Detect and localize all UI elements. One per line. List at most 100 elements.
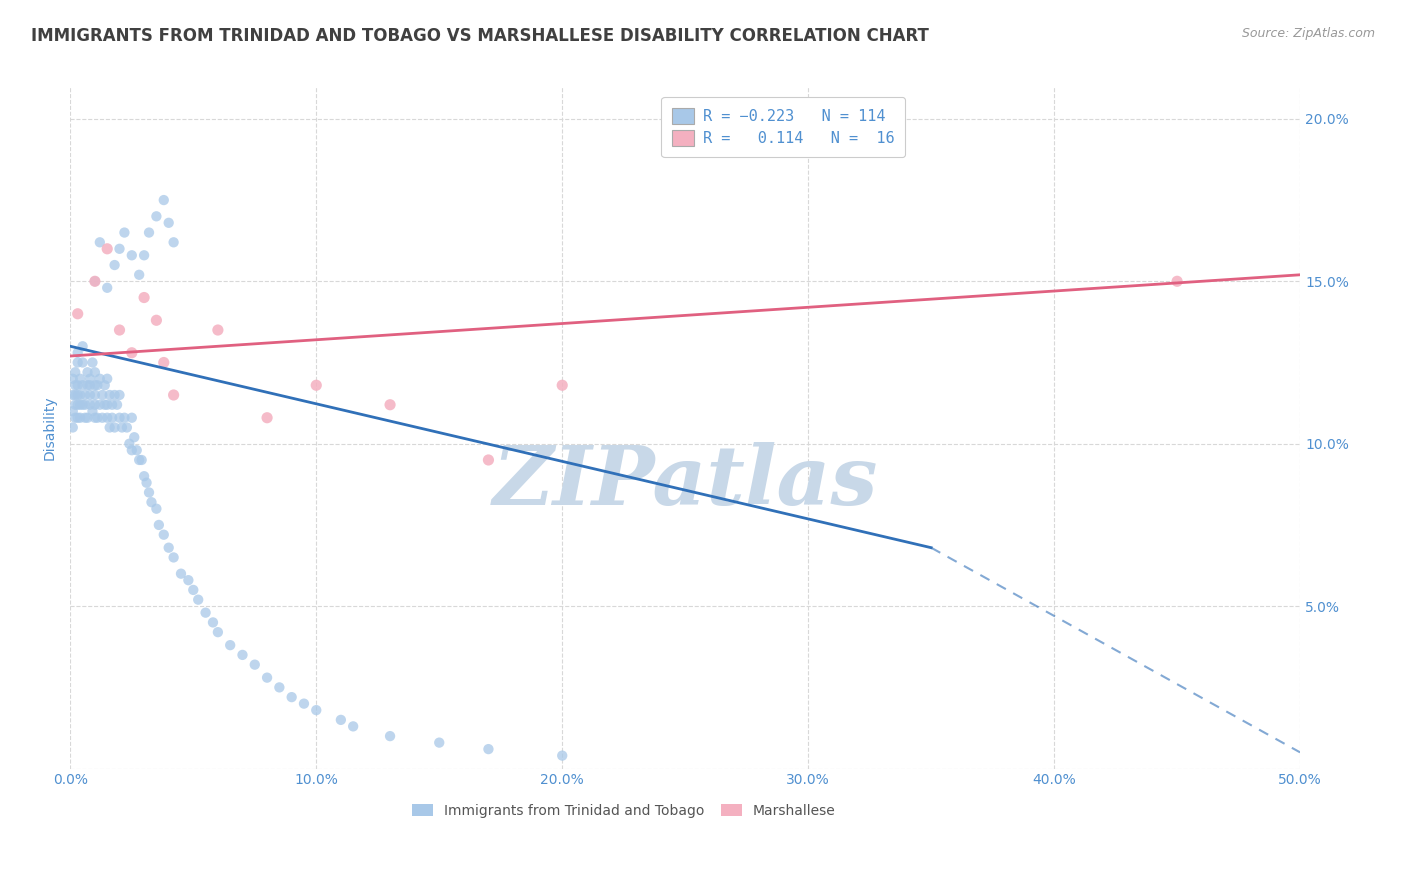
Point <box>152 355 174 369</box>
Point <box>135 475 157 490</box>
Point <box>72 398 94 412</box>
Y-axis label: Disability: Disability <box>44 395 58 459</box>
Point <box>145 313 167 327</box>
Point <box>96 372 118 386</box>
Point <box>79 398 101 412</box>
Point <box>89 235 111 250</box>
Point <box>378 398 401 412</box>
Point <box>378 729 401 743</box>
Point <box>84 274 107 288</box>
Point <box>118 436 141 450</box>
Point <box>108 242 131 256</box>
Point <box>76 410 98 425</box>
Point <box>207 625 229 640</box>
Point <box>269 681 291 695</box>
Point <box>96 281 118 295</box>
Point <box>121 345 143 359</box>
Point <box>427 736 450 750</box>
Point <box>101 398 124 412</box>
Point <box>103 388 125 402</box>
Point <box>62 372 84 386</box>
Point <box>187 592 209 607</box>
Point <box>76 365 98 379</box>
Point <box>103 258 125 272</box>
Point <box>152 527 174 541</box>
Point <box>84 365 107 379</box>
Point <box>76 378 98 392</box>
Point <box>94 398 117 412</box>
Point <box>194 606 217 620</box>
Point <box>231 648 253 662</box>
Point <box>62 404 84 418</box>
Point <box>86 410 108 425</box>
Point <box>132 469 155 483</box>
Point <box>66 388 89 402</box>
Point <box>75 388 97 402</box>
Point <box>141 495 163 509</box>
Point <box>157 216 180 230</box>
Point <box>79 388 101 402</box>
Point <box>65 365 87 379</box>
Point <box>162 388 184 402</box>
Point <box>551 748 574 763</box>
Point <box>82 355 104 369</box>
Point <box>69 410 91 425</box>
Point <box>84 388 107 402</box>
Point <box>72 355 94 369</box>
Legend: Immigrants from Trinidad and Tobago, Marshallese: Immigrants from Trinidad and Tobago, Mar… <box>406 798 841 823</box>
Point <box>105 398 128 412</box>
Point <box>79 378 101 392</box>
Point <box>75 398 97 412</box>
Point <box>66 410 89 425</box>
Point <box>111 420 134 434</box>
Point <box>125 443 148 458</box>
Point <box>305 378 328 392</box>
Text: Source: ZipAtlas.com: Source: ZipAtlas.com <box>1241 27 1375 40</box>
Point <box>112 226 135 240</box>
Point <box>84 410 107 425</box>
Point <box>128 453 150 467</box>
Point <box>108 410 131 425</box>
Point <box>72 339 94 353</box>
Point <box>82 404 104 418</box>
Point <box>122 430 145 444</box>
Point <box>162 550 184 565</box>
Point <box>84 378 107 392</box>
Point <box>132 248 155 262</box>
Point <box>138 226 160 240</box>
Point <box>108 388 131 402</box>
Point <box>86 378 108 392</box>
Point <box>292 697 315 711</box>
Point <box>91 410 114 425</box>
Point <box>207 323 229 337</box>
Point <box>65 410 87 425</box>
Point <box>1166 274 1188 288</box>
Point <box>477 742 499 756</box>
Point <box>96 242 118 256</box>
Point <box>62 388 84 402</box>
Point <box>112 410 135 425</box>
Point <box>280 690 302 705</box>
Point <box>152 193 174 207</box>
Point <box>121 443 143 458</box>
Point <box>162 235 184 250</box>
Point <box>66 398 89 412</box>
Point <box>181 582 204 597</box>
Point <box>256 410 278 425</box>
Point <box>66 355 89 369</box>
Point <box>243 657 266 672</box>
Point <box>170 566 193 581</box>
Point <box>201 615 224 630</box>
Point <box>89 398 111 412</box>
Point <box>96 398 118 412</box>
Point <box>132 291 155 305</box>
Point <box>551 378 574 392</box>
Point <box>66 378 89 392</box>
Point <box>177 573 200 587</box>
Point <box>91 388 114 402</box>
Point <box>84 398 107 412</box>
Point <box>96 410 118 425</box>
Point <box>148 518 170 533</box>
Point <box>89 372 111 386</box>
Point <box>121 410 143 425</box>
